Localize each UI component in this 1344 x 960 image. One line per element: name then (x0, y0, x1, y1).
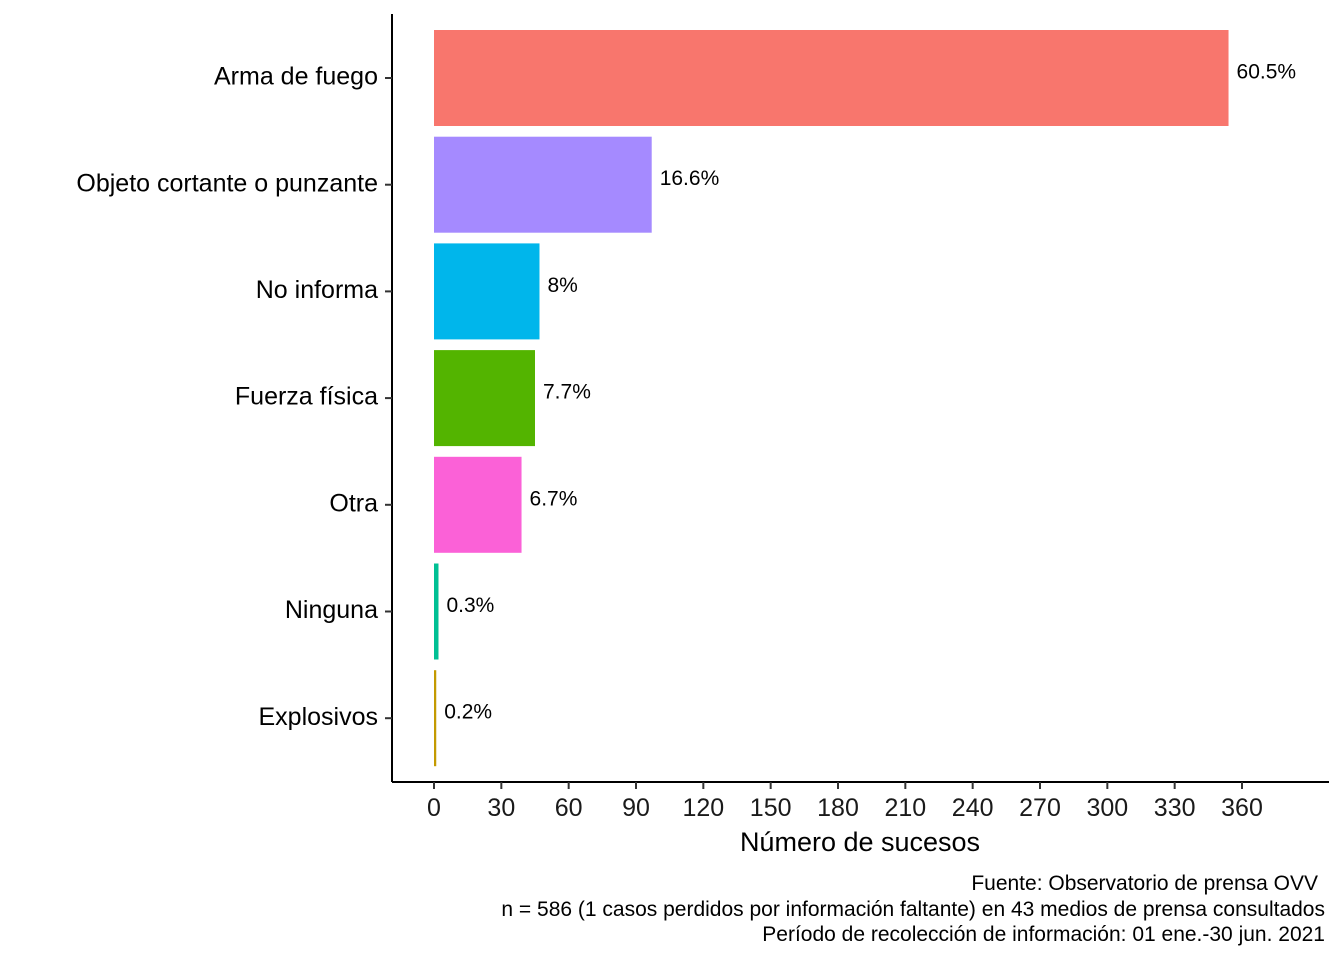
bar-ninguna (434, 563, 439, 660)
bar-explosivos (434, 670, 437, 767)
y-tick-label-ninguna: Ninguna (285, 596, 378, 624)
data-label-explosivos: 0.2% (444, 701, 492, 724)
y-tick-label-no-informa: No informa (256, 276, 378, 304)
caption-line-period: Período de recolección de información: 0… (762, 923, 1325, 946)
x-tick-label-60: 60 (555, 794, 583, 822)
x-tick-label-240: 240 (952, 794, 994, 822)
bar-arma-de-fuego (434, 30, 1229, 126)
data-label-objeto-cortante-o-punzante: 16.6% (660, 167, 720, 190)
x-tick-label-210: 210 (884, 794, 926, 822)
x-axis: 0 30 60 90 120 150 180 210 240 270 300 330 360 (392, 781, 1329, 822)
caption-line-sample: n = 586 (1 casos perdidos por informació… (501, 898, 1325, 921)
x-tick-label-300: 300 (1086, 794, 1128, 822)
x-tick-label-0: 0 (427, 794, 441, 822)
y-tick-label-arma-de-fuego: Arma de fuego (214, 63, 378, 91)
y-tick-label-otra: Otra (329, 489, 378, 517)
bar-fuerza-fisica (434, 350, 535, 447)
data-label-fuerza-fisica: 7.7% (543, 381, 591, 404)
y-tick-label-fuerza-fisica: Fuerza física (235, 383, 378, 411)
y-axis: Arma de fuego Objeto cortante o punzante N… (76, 14, 393, 782)
x-tick-label-270: 270 (1019, 794, 1061, 822)
caption: Fuente: Observatorio de prensa OVV n = 5… (501, 872, 1325, 946)
x-tick-label-120: 120 (682, 794, 724, 822)
x-tick-label-330: 330 (1154, 794, 1196, 822)
data-label-ninguna: 0.3% (446, 594, 494, 617)
data-label-arma-de-fuego: 60.5% (1237, 61, 1297, 84)
bar-objeto-cortante-o-punzante (434, 136, 652, 233)
data-labels-group: 60.5% 16.6% 8% 7.7% 6.7% 0.3% 0.2% (444, 61, 1296, 724)
x-axis-title: Número de sucesos (740, 827, 980, 857)
x-tick-label-150: 150 (750, 794, 792, 822)
bar-no-informa (434, 243, 540, 340)
bar-otra (434, 456, 522, 553)
caption-line-source: Fuente: Observatorio de prensa OVV (971, 872, 1318, 895)
x-tick-label-360: 360 (1221, 794, 1263, 822)
y-tick-label-objeto-cortante-o-punzante: Objeto cortante o punzante (76, 169, 378, 197)
bars-group (434, 30, 1229, 767)
y-tick-label-explosivos: Explosivos (259, 703, 379, 731)
x-tick-label-30: 30 (487, 794, 515, 822)
x-tick-label-180: 180 (817, 794, 859, 822)
x-tick-label-90: 90 (622, 794, 650, 822)
data-label-otra: 6.7% (530, 487, 578, 510)
data-label-no-informa: 8% (547, 274, 577, 297)
